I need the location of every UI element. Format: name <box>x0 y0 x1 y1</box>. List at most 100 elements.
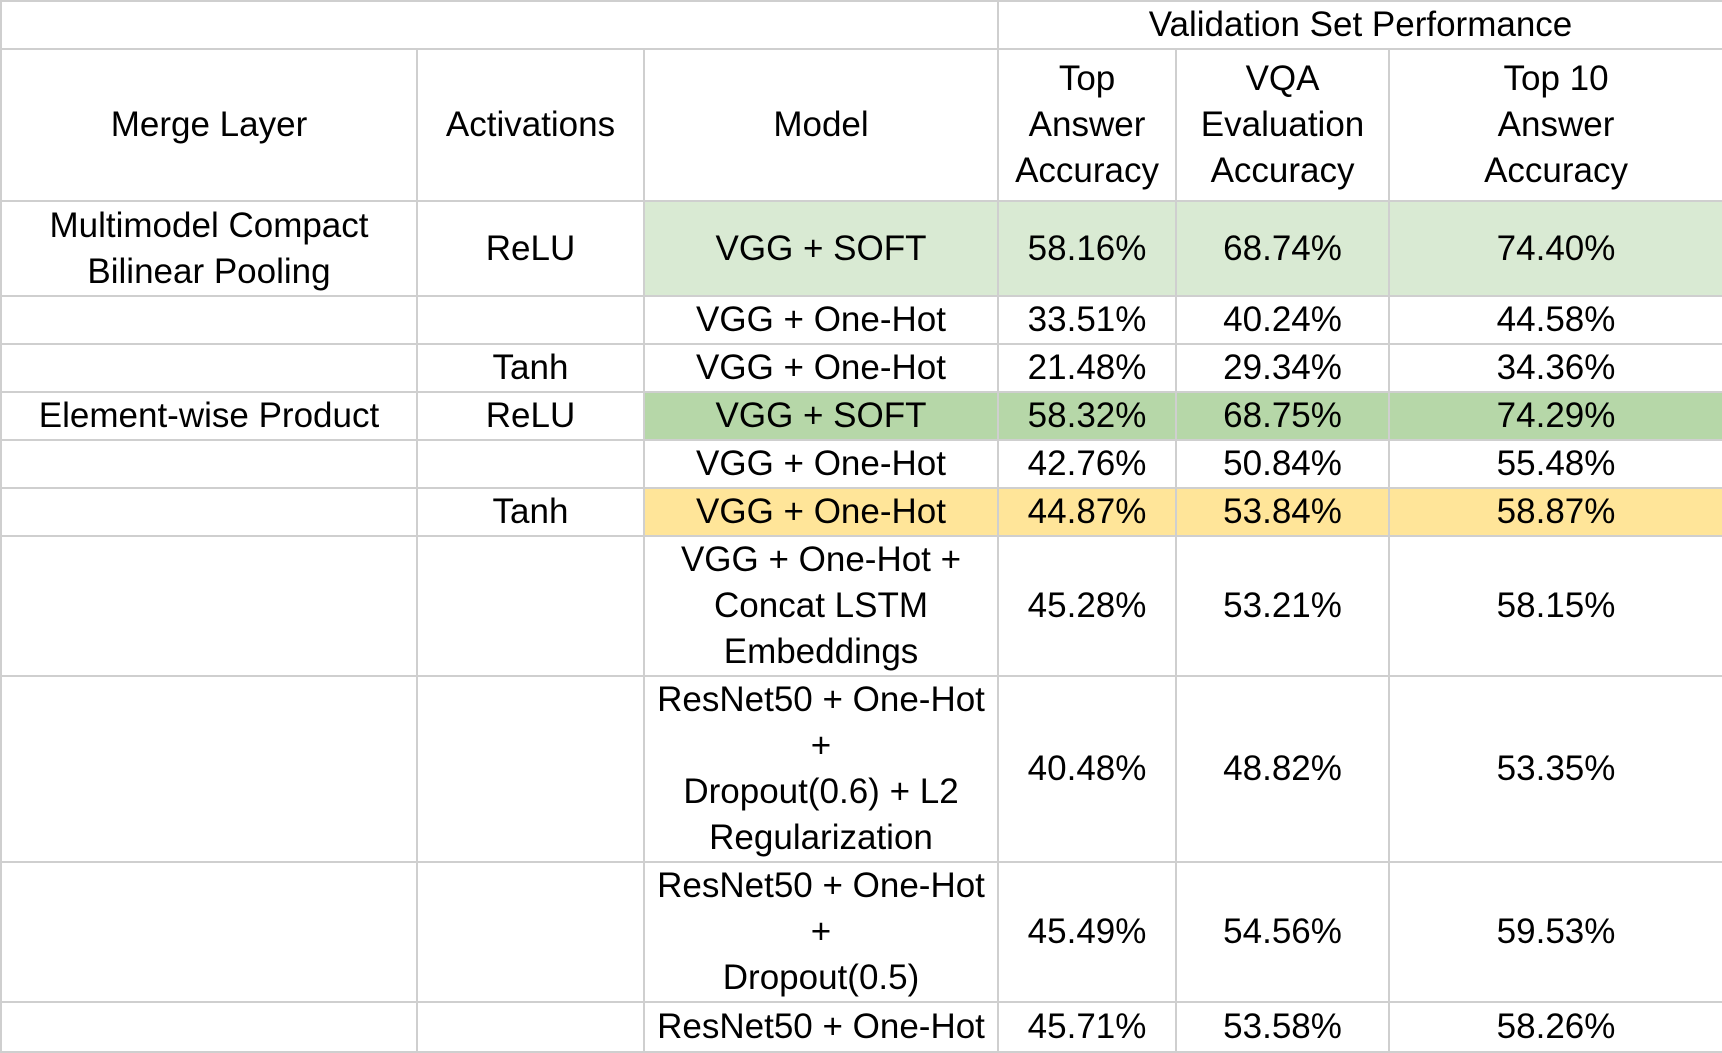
model-cell: VGG + One-Hot <box>642 439 1000 489</box>
header-line: Top 10 <box>1503 59 1609 98</box>
table-row: Multimodel Compact Bilinear Pooling ReLU… <box>0 200 1722 297</box>
top10-cell: 55.48% <box>1388 439 1722 489</box>
results-body: Multimodel Compact Bilinear Pooling ReLU… <box>0 200 1722 1053</box>
cell-line: Multimodel Compact <box>49 205 369 245</box>
merge-layer-cell: Multimodel Compact Bilinear Pooling <box>0 200 418 297</box>
top-answer-cell: 44.87% <box>997 487 1178 537</box>
vqa-eval-cell: 40.24% <box>1175 295 1391 345</box>
top10-answer-accuracy-header: Top 10 Answer Accuracy <box>1388 48 1722 202</box>
activation-cell <box>416 535 645 677</box>
header-line: Evaluation <box>1200 105 1365 144</box>
cell-line: ResNet50 + One-Hot + <box>657 680 985 765</box>
vqa-eval-cell: 68.75% <box>1175 391 1391 441</box>
merge-layer-cell <box>0 295 418 345</box>
vqa-eval-cell: 50.84% <box>1175 439 1391 489</box>
activation-cell <box>416 675 645 863</box>
vqa-eval-cell: 53.84% <box>1175 487 1391 537</box>
merge-layer-cell <box>0 343 418 393</box>
top10-cell: 58.26% <box>1388 1001 1722 1053</box>
top-answer-cell: 21.48% <box>997 343 1178 393</box>
activation-cell <box>416 295 645 345</box>
header-line: Answer <box>1497 105 1615 144</box>
cell-line: ResNet50 + One-Hot + <box>657 866 985 951</box>
model-cell: ResNet50 + One-Hot + Dropout(0.6) + L2 R… <box>642 675 1000 863</box>
top10-cell: 58.15% <box>1388 535 1722 677</box>
table-row: VGG + One-Hot 33.51% 40.24% 44.58% <box>0 295 1722 345</box>
top-answer-cell: 45.71% <box>997 1001 1178 1053</box>
vqa-eval-cell: 48.82% <box>1175 675 1391 863</box>
top10-cell: 34.36% <box>1388 343 1722 393</box>
vqa-eval-cell: 53.58% <box>1175 1001 1391 1053</box>
vqa-eval-cell: 68.74% <box>1175 200 1391 297</box>
model-cell: VGG + One-Hot <box>642 295 1000 345</box>
merge-layer-header: Merge Layer <box>0 48 418 202</box>
merge-layer-cell <box>0 1001 418 1053</box>
header-line: Accuracy <box>1015 151 1159 190</box>
table-row: Tanh VGG + One-Hot 21.48% 29.34% 34.36% <box>0 343 1722 393</box>
super-header-spacer <box>0 0 1000 50</box>
vqa-eval-cell: 53.21% <box>1175 535 1391 677</box>
activations-header: Activations <box>416 48 645 202</box>
super-header-row: Validation Set Performance <box>0 0 1722 50</box>
vqa-eval-cell: 54.56% <box>1175 861 1391 1003</box>
merge-layer-cell <box>0 535 418 677</box>
cell-line: Regularization <box>709 818 933 857</box>
table-row: ResNet50 + One-Hot + Dropout(0.6) + L2 R… <box>0 675 1722 863</box>
table-row: Tanh VGG + One-Hot 44.87% 53.84% 58.87% <box>0 487 1722 537</box>
header-line: VQA <box>1245 59 1320 98</box>
column-header-row: Merge Layer Activations Model Top Answer… <box>0 48 1722 202</box>
top-answer-accuracy-header: Top Answer Accuracy <box>997 48 1178 202</box>
top-answer-cell: 45.28% <box>997 535 1178 677</box>
top10-cell: 58.87% <box>1388 487 1722 537</box>
merge-layer-cell <box>0 439 418 489</box>
table-row: Element-wise Product ReLU VGG + SOFT 58.… <box>0 391 1722 441</box>
cell-line: Bilinear Pooling <box>87 251 331 291</box>
activation-cell <box>416 861 645 1003</box>
top-answer-cell: 33.51% <box>997 295 1178 345</box>
header-line: Accuracy <box>1484 151 1628 190</box>
model-cell: VGG + One-Hot <box>642 487 1000 537</box>
top-answer-cell: 40.48% <box>997 675 1178 863</box>
table-row: VGG + One-Hot + Concat LSTM Embeddings 4… <box>0 535 1722 677</box>
table-row: VGG + One-Hot 42.76% 50.84% 55.48% <box>0 439 1722 489</box>
activation-cell: Tanh <box>416 487 645 537</box>
cell-line: Dropout(0.6) + L2 <box>683 772 959 811</box>
merge-layer-cell <box>0 487 418 537</box>
merge-layer-cell <box>0 675 418 863</box>
validation-set-performance-header: Validation Set Performance <box>997 0 1722 50</box>
vqa-evaluation-accuracy-header: VQA Evaluation Accuracy <box>1175 48 1391 202</box>
top10-cell: 59.53% <box>1388 861 1722 1003</box>
header-line: Accuracy <box>1210 151 1355 190</box>
cell-line: Dropout(0.5) <box>722 958 920 997</box>
activation-cell <box>416 439 645 489</box>
cell-line: Embeddings <box>723 632 919 671</box>
activation-cell <box>416 1001 645 1053</box>
header-line: Top <box>1058 59 1116 98</box>
top10-cell: 44.58% <box>1388 295 1722 345</box>
top-answer-cell: 58.32% <box>997 391 1178 441</box>
model-cell: ResNet50 + One-Hot <box>642 1001 1000 1053</box>
table-row: ResNet50 + One-Hot + Dropout(0.5) 45.49%… <box>0 861 1722 1003</box>
merge-layer-cell <box>0 861 418 1003</box>
top10-cell: 74.29% <box>1388 391 1722 441</box>
model-cell: ResNet50 + One-Hot + Dropout(0.5) <box>642 861 1000 1003</box>
top10-cell: 74.40% <box>1388 200 1722 297</box>
header-line: Answer <box>1028 105 1146 144</box>
merge-layer-cell: Element-wise Product <box>0 391 418 441</box>
table-row: ResNet50 + One-Hot 45.71% 53.58% 58.26% <box>0 1001 1722 1053</box>
activation-cell: ReLU <box>416 200 645 297</box>
activation-cell: Tanh <box>416 343 645 393</box>
cell-line: Concat LSTM <box>714 586 928 625</box>
top-answer-cell: 42.76% <box>997 439 1178 489</box>
model-cell: VGG + One-Hot + Concat LSTM Embeddings <box>642 535 1000 677</box>
model-cell: VGG + One-Hot <box>642 343 1000 393</box>
model-header: Model <box>642 48 1000 202</box>
cell-line: VGG + One-Hot + <box>680 540 962 579</box>
model-cell: VGG + SOFT <box>642 200 1000 297</box>
model-cell: VGG + SOFT <box>642 391 1000 441</box>
top-answer-cell: 58.16% <box>997 200 1178 297</box>
activation-cell: ReLU <box>416 391 645 441</box>
top-answer-cell: 45.49% <box>997 861 1178 1003</box>
vqa-eval-cell: 29.34% <box>1175 343 1391 393</box>
